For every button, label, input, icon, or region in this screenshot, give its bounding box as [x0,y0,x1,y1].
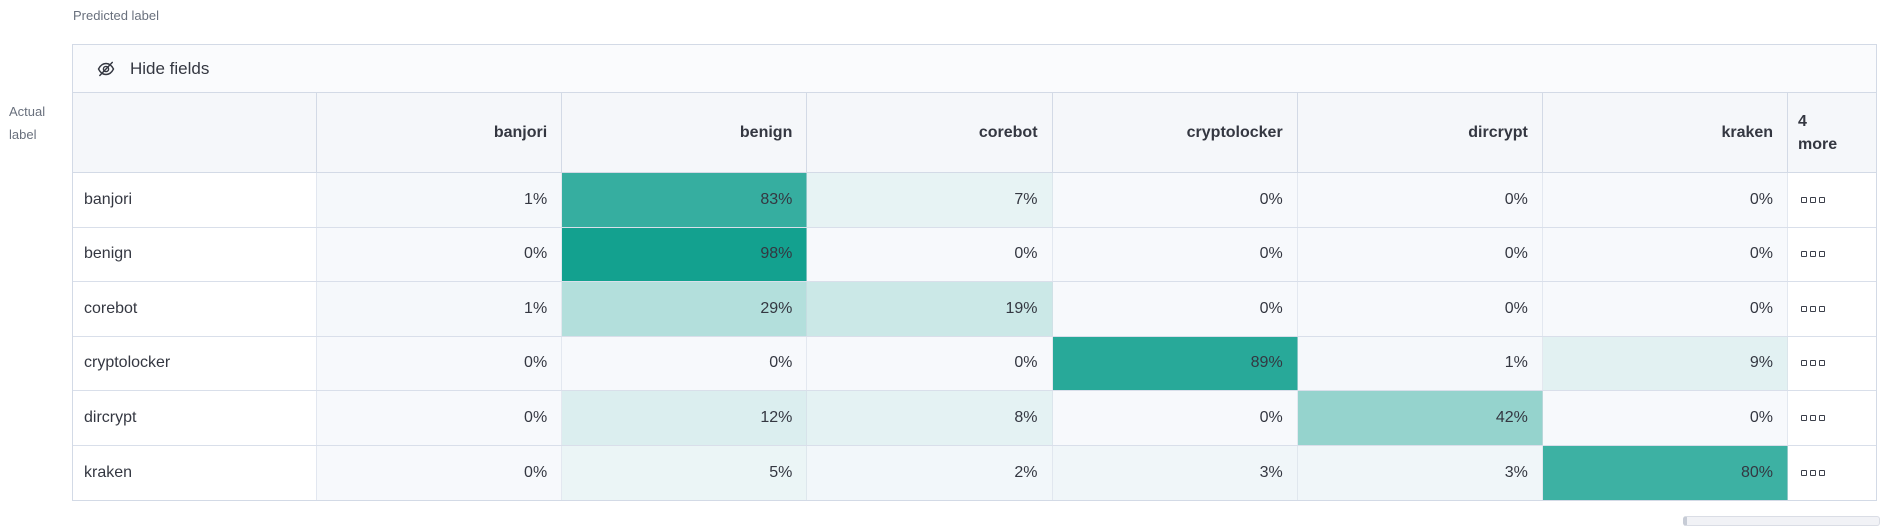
hide-fields-button[interactable]: Hide fields [73,45,1876,93]
boxes-horizontal-icon [1788,391,1877,445]
box-glyph [1819,196,1826,203]
cell-benign-dircrypt: 0% [1297,227,1543,281]
box-glyph [1819,469,1826,476]
column-header-banjori[interactable]: banjori [317,93,563,172]
boxes-horizontal-icon [1788,173,1877,227]
cell-kraken-corebot: 2% [807,445,1053,500]
cell-dircrypt-cryptolocker: 0% [1052,391,1298,445]
actual-label: Actual label [9,100,45,146]
cell-corebot-corebot: 19% [807,282,1053,336]
cell-banjori-kraken: 0% [1542,173,1789,227]
box-glyph [1810,360,1817,367]
cell-benign-cryptolocker: 0% [1052,227,1298,281]
box-glyph [1801,251,1808,258]
cell-corebot-banjori: 1% [317,282,563,336]
cell-corebot-benign: 29% [562,282,808,336]
actual-label-line1: Actual [9,104,46,119]
eye-closed-icon [96,59,116,79]
more-count: 4 [1798,113,1807,130]
boxes-horizontal-icon [1788,336,1877,390]
cell-benign-benign: 98% [562,227,808,281]
column-header-benign[interactable]: benign [562,93,808,172]
row-label-kraken: kraken [73,445,317,500]
header-corner-cell [73,93,317,172]
table-row-banjori: banjori 1% 83% 7% 0% 0% 0% [73,173,1877,228]
actual-label-line2: label [9,127,37,142]
table-row-dircrypt: dircrypt 0% 12% 8% 0% 42% 0% [73,391,1877,446]
cell-benign-kraken: 0% [1542,227,1789,281]
cell-corebot-cryptolocker: 0% [1052,282,1298,336]
cell-banjori-corebot: 7% [807,173,1053,227]
cell-kraken-dircrypt: 3% [1297,445,1543,500]
box-glyph [1819,414,1826,421]
table-row-kraken: kraken 0% 5% 2% 3% 3% 80% [73,445,1877,500]
box-glyph [1819,251,1826,258]
row-label-benign: benign [73,227,317,281]
cell-benign-banjori: 0% [317,227,563,281]
box-glyph [1819,360,1826,367]
cell-kraken-banjori: 0% [317,445,563,500]
box-glyph [1801,469,1808,476]
cell-dircrypt-dircrypt: 42% [1297,391,1543,445]
cell-kraken-kraken: 80% [1542,445,1789,500]
row-label-corebot: corebot [73,282,317,336]
cell-cryptolocker-corebot: 0% [807,336,1053,390]
cell-corebot-dircrypt: 0% [1297,282,1543,336]
confusion-matrix-grid: Hide fields banjori benign corebot cryptolo… [72,44,1877,501]
table-row-cryptolocker: cryptolocker 0% 0% 0% 89% 1% 9% [73,336,1877,391]
cell-benign-corebot: 0% [807,227,1053,281]
column-headers: banjori benign corebot cryptolocker dircrypt… [317,93,1789,172]
row-label-dircrypt: dircrypt [73,391,317,445]
box-glyph [1810,251,1817,258]
column-header-cryptolocker[interactable]: cryptolocker [1053,93,1298,172]
matrix-rows: banjori 1% 83% 7% 0% 0% 0% benign 0% 98% 0% 0% 0% 0% c… [73,173,1877,500]
cell-dircrypt-corebot: 8% [807,391,1053,445]
cell-cryptolocker-banjori: 0% [317,336,563,390]
row-label-banjori: banjori [73,173,317,227]
predicted-label: Predicted label [73,8,159,23]
hide-fields-label: Hide fields [130,58,210,78]
table-row-benign: benign 0% 98% 0% 0% 0% 0% [73,227,1877,282]
cell-banjori-benign: 83% [562,173,808,227]
cell-banjori-banjori: 1% [317,173,563,227]
cell-cryptolocker-cryptolocker: 89% [1052,336,1298,390]
boxes-horizontal-icon [1788,282,1877,336]
cell-banjori-cryptolocker: 0% [1052,173,1298,227]
box-glyph [1801,414,1808,421]
cell-dircrypt-kraken: 0% [1542,391,1789,445]
cell-dircrypt-banjori: 0% [317,391,563,445]
horizontal-scrollbar[interactable] [1683,516,1880,526]
box-glyph [1801,196,1808,203]
cell-kraken-benign: 5% [562,445,808,500]
cell-cryptolocker-dircrypt: 1% [1297,336,1543,390]
column-header-more[interactable]: 4 more [1788,93,1876,172]
column-header-dircrypt[interactable]: dircrypt [1298,93,1543,172]
box-glyph [1819,305,1826,312]
box-glyph [1810,469,1817,476]
more-word: more [1798,136,1838,153]
box-glyph [1801,360,1808,367]
table-row-corebot: corebot 1% 29% 19% 0% 0% 0% [73,282,1877,337]
boxes-horizontal-icon [1788,227,1877,281]
box-glyph [1801,305,1808,312]
column-header-kraken[interactable]: kraken [1543,93,1789,172]
cell-corebot-kraken: 0% [1542,282,1789,336]
box-glyph [1810,196,1817,203]
header-row: banjori benign corebot cryptolocker dircrypt… [73,93,1876,173]
cell-dircrypt-benign: 12% [562,391,808,445]
boxes-horizontal-icon [1788,445,1877,500]
box-glyph [1810,305,1817,312]
box-glyph [1810,414,1817,421]
row-label-cryptolocker: cryptolocker [73,336,317,390]
cell-kraken-cryptolocker: 3% [1052,445,1298,500]
cell-banjori-dircrypt: 0% [1297,173,1543,227]
cell-cryptolocker-benign: 0% [562,336,808,390]
column-header-corebot[interactable]: corebot [807,93,1053,172]
cell-cryptolocker-kraken: 9% [1542,336,1789,390]
